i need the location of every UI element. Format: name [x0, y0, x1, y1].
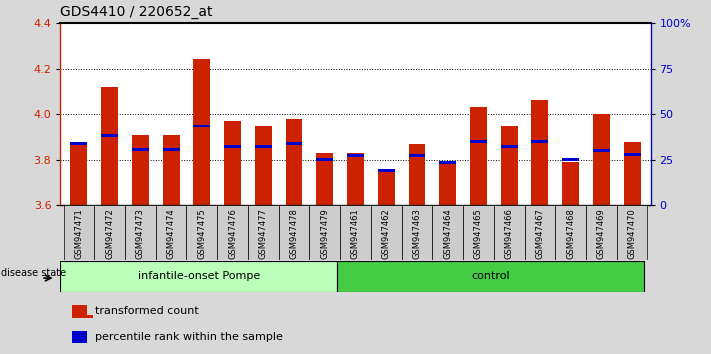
Bar — [531, 139, 548, 143]
Bar — [255, 144, 272, 148]
Bar — [163, 148, 180, 151]
Text: percentile rank within the sample: percentile rank within the sample — [95, 332, 282, 342]
FancyBboxPatch shape — [217, 205, 248, 260]
Bar — [224, 145, 241, 148]
Bar — [193, 59, 210, 205]
Bar — [337, 261, 644, 292]
Text: transformed count: transformed count — [95, 306, 198, 316]
Bar — [470, 107, 487, 205]
Text: GSM947471: GSM947471 — [75, 208, 83, 259]
Text: GSM947461: GSM947461 — [351, 208, 360, 259]
Bar — [347, 153, 364, 205]
Text: GSM947466: GSM947466 — [505, 208, 513, 259]
Bar — [73, 331, 87, 343]
Bar — [193, 125, 210, 127]
FancyBboxPatch shape — [340, 205, 371, 260]
Bar — [73, 315, 93, 318]
FancyBboxPatch shape — [309, 205, 340, 260]
Bar — [501, 126, 518, 205]
Bar — [439, 161, 456, 164]
Bar — [316, 158, 333, 161]
Text: GSM947473: GSM947473 — [136, 208, 145, 259]
Bar — [378, 169, 395, 172]
Bar — [624, 153, 641, 155]
Bar — [409, 144, 425, 205]
Bar — [101, 87, 118, 205]
FancyBboxPatch shape — [463, 205, 494, 260]
FancyBboxPatch shape — [402, 205, 432, 260]
FancyBboxPatch shape — [95, 205, 125, 260]
Bar — [224, 121, 241, 205]
FancyBboxPatch shape — [616, 205, 648, 260]
FancyBboxPatch shape — [248, 205, 279, 260]
Bar — [378, 171, 395, 205]
FancyBboxPatch shape — [555, 205, 586, 260]
Text: GSM947463: GSM947463 — [412, 208, 422, 259]
Text: GSM947464: GSM947464 — [443, 208, 452, 259]
Bar — [132, 135, 149, 205]
Bar — [60, 261, 337, 292]
Text: control: control — [471, 272, 510, 281]
Text: GSM947474: GSM947474 — [166, 208, 176, 259]
Bar — [439, 162, 456, 205]
FancyBboxPatch shape — [279, 205, 309, 260]
Bar — [409, 154, 425, 157]
FancyBboxPatch shape — [432, 205, 463, 260]
FancyBboxPatch shape — [371, 205, 402, 260]
FancyBboxPatch shape — [186, 205, 217, 260]
Bar — [132, 148, 149, 151]
Text: GSM947470: GSM947470 — [628, 208, 636, 259]
Text: GSM947472: GSM947472 — [105, 208, 114, 259]
Bar — [101, 134, 118, 137]
Bar — [316, 153, 333, 205]
Text: GSM947467: GSM947467 — [535, 208, 545, 259]
Bar — [70, 144, 87, 205]
FancyBboxPatch shape — [63, 205, 95, 260]
FancyBboxPatch shape — [494, 205, 525, 260]
Text: GSM947478: GSM947478 — [289, 208, 299, 259]
Text: GSM947476: GSM947476 — [228, 208, 237, 259]
Text: GSM947468: GSM947468 — [566, 208, 575, 259]
Text: infantile-onset Pompe: infantile-onset Pompe — [138, 272, 260, 281]
Text: GSM947469: GSM947469 — [597, 208, 606, 259]
Text: GSM947462: GSM947462 — [382, 208, 391, 259]
Bar — [286, 119, 302, 205]
FancyBboxPatch shape — [525, 205, 555, 260]
FancyBboxPatch shape — [586, 205, 616, 260]
Text: disease state: disease state — [1, 268, 66, 278]
Bar — [531, 101, 548, 205]
Bar — [163, 135, 180, 205]
Bar — [255, 126, 272, 205]
Bar — [286, 142, 302, 145]
Bar — [562, 162, 579, 205]
Bar — [73, 305, 87, 318]
Text: GDS4410 / 220652_at: GDS4410 / 220652_at — [60, 5, 213, 19]
FancyBboxPatch shape — [125, 205, 156, 260]
Bar — [501, 145, 518, 148]
Bar — [593, 149, 610, 152]
Bar — [593, 114, 610, 205]
FancyBboxPatch shape — [156, 205, 186, 260]
Bar — [70, 142, 87, 144]
Text: GSM947479: GSM947479 — [320, 208, 329, 259]
Text: GSM947475: GSM947475 — [198, 208, 206, 259]
Bar — [562, 158, 579, 161]
Bar — [347, 154, 364, 157]
Text: GSM947465: GSM947465 — [474, 208, 483, 259]
Bar — [470, 140, 487, 143]
Bar — [624, 142, 641, 205]
Text: GSM947477: GSM947477 — [259, 208, 268, 259]
